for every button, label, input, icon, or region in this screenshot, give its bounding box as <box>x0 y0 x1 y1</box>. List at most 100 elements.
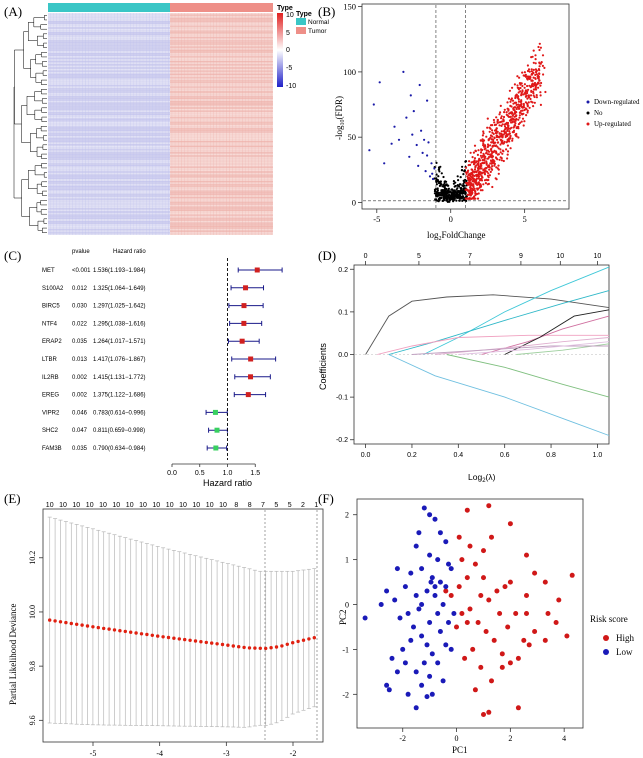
heatmap-row-tumor <box>170 96 273 98</box>
volcano-point-up <box>495 152 498 155</box>
volcano-point-up <box>491 165 494 168</box>
volcano-point-up <box>495 178 498 181</box>
heatmap-row-normal <box>48 152 170 154</box>
pca-point-low <box>435 660 441 666</box>
volcano-point-no <box>438 167 441 170</box>
volcano-point-up <box>479 154 482 157</box>
volcano-point-down <box>431 177 435 181</box>
volcano-point-no <box>435 179 438 183</box>
cv-y-tick-label: 9.6 <box>28 715 37 725</box>
forest-hr-point <box>212 409 218 415</box>
heatmap-row-normal <box>48 115 170 117</box>
cv-mean-point <box>85 624 90 628</box>
volcano-point-up <box>526 109 529 112</box>
volcano-point-up <box>495 116 498 119</box>
volcano-point-up <box>480 171 483 174</box>
cv-mean-point <box>91 625 95 629</box>
heatmap-row-normal <box>48 232 170 234</box>
volcano-point-up <box>508 112 511 115</box>
pca-point-low <box>437 629 443 634</box>
dendrogram-branch <box>36 183 43 194</box>
volcano-point-up <box>506 153 509 156</box>
volcano-point-up <box>480 149 483 152</box>
volcano-point-down <box>420 129 423 132</box>
heatmap-row-tumor <box>170 144 273 146</box>
pca-point-low <box>408 637 414 643</box>
heatmap-column <box>264 13 265 235</box>
volcano-point-up <box>482 132 485 135</box>
heatmap-row-tumor <box>170 224 273 226</box>
heatmap-row-tumor <box>170 83 273 85</box>
pca-point-low <box>437 530 443 536</box>
heatmap-row-normal <box>48 21 170 23</box>
heatmap-row-normal <box>48 33 170 35</box>
forest-x-tick-label: 0.5 <box>195 470 205 477</box>
heatmap-row-tumor <box>170 189 273 191</box>
dendrogram-branch <box>34 109 42 120</box>
heatmap-column <box>152 13 153 235</box>
volcano-point-up <box>535 88 538 91</box>
heatmap-row-tumor <box>170 32 273 34</box>
heatmap-row-tumor <box>170 208 273 210</box>
heatmap-column <box>251 13 253 235</box>
pca-point-high <box>467 606 473 612</box>
lasso-top-tick-label: 7 <box>468 253 472 260</box>
volcano-point-up <box>517 91 520 94</box>
heatmap-row-tumor <box>170 125 273 127</box>
volcano-point-up <box>500 115 503 118</box>
heatmap-column <box>258 13 259 235</box>
colorbar-tick: 0 <box>286 47 290 54</box>
volcano-point-no <box>451 196 454 199</box>
heatmap-row-normal <box>48 14 170 16</box>
volcano-point-up <box>538 48 541 52</box>
heatmap-column <box>248 13 249 235</box>
volcano-point-up <box>491 158 494 162</box>
volcano-point-up <box>518 114 522 117</box>
pca-point-high <box>553 620 559 625</box>
volcano-point-up <box>490 153 493 156</box>
pca-y-tick-label: -1 <box>342 645 349 654</box>
volcano-point-up <box>496 118 499 121</box>
pca-point-high <box>542 579 548 585</box>
heatmap-row-normal <box>48 43 170 45</box>
volcano-point-no <box>437 200 440 203</box>
cv-top-label: 10 <box>219 502 227 509</box>
forest-hr-point <box>241 303 247 309</box>
heatmap-row-tumor <box>170 113 273 115</box>
volcano-point-up <box>506 150 510 153</box>
volcano-point-up <box>481 140 485 143</box>
heatmap-column <box>219 13 221 235</box>
heatmap-row-tumor <box>170 165 273 167</box>
volcano-point-up <box>498 132 501 135</box>
heatmap-group-bar-normal <box>48 3 170 12</box>
volcano-point-up <box>525 108 528 111</box>
pca-legend-dot-low <box>603 649 609 655</box>
heatmap-column <box>216 13 217 235</box>
lasso-top-tick-label: 9 <box>519 253 523 260</box>
volcano-point-no <box>449 194 452 197</box>
volcano-point-up <box>511 137 514 140</box>
volcano-y-tick-label: 100 <box>343 67 356 77</box>
heatmap-column <box>200 13 201 235</box>
dendrogram-branch <box>42 33 47 39</box>
volcano-point-up <box>517 88 521 91</box>
heatmap-row-normal <box>48 51 170 53</box>
pca-x-tick-label: 0 <box>455 734 459 743</box>
volcano-point-up <box>473 187 476 190</box>
pca-point-high <box>454 624 459 630</box>
heatmap-row-normal <box>48 112 170 114</box>
heatmap-row-tumor <box>170 121 273 123</box>
volcano-point-no <box>464 160 467 163</box>
volcano-point-up <box>509 115 512 118</box>
heatmap-row-tumor <box>170 161 273 163</box>
heatmap-row-tumor <box>170 35 273 37</box>
heatmap-row-tumor <box>170 198 273 200</box>
panel-f: (F) -2 0 2 4 -2 -1 0 1 2 PC1 PC2 Risk score High… <box>318 491 635 755</box>
volcano-point-up <box>536 81 540 85</box>
heatmap-row-normal <box>48 46 170 48</box>
heatmap-row-normal <box>48 179 170 181</box>
pca-point-low <box>394 669 400 675</box>
volcano-point-up <box>469 189 472 192</box>
volcano-point-up <box>534 54 537 57</box>
volcano-point-up <box>482 142 485 145</box>
